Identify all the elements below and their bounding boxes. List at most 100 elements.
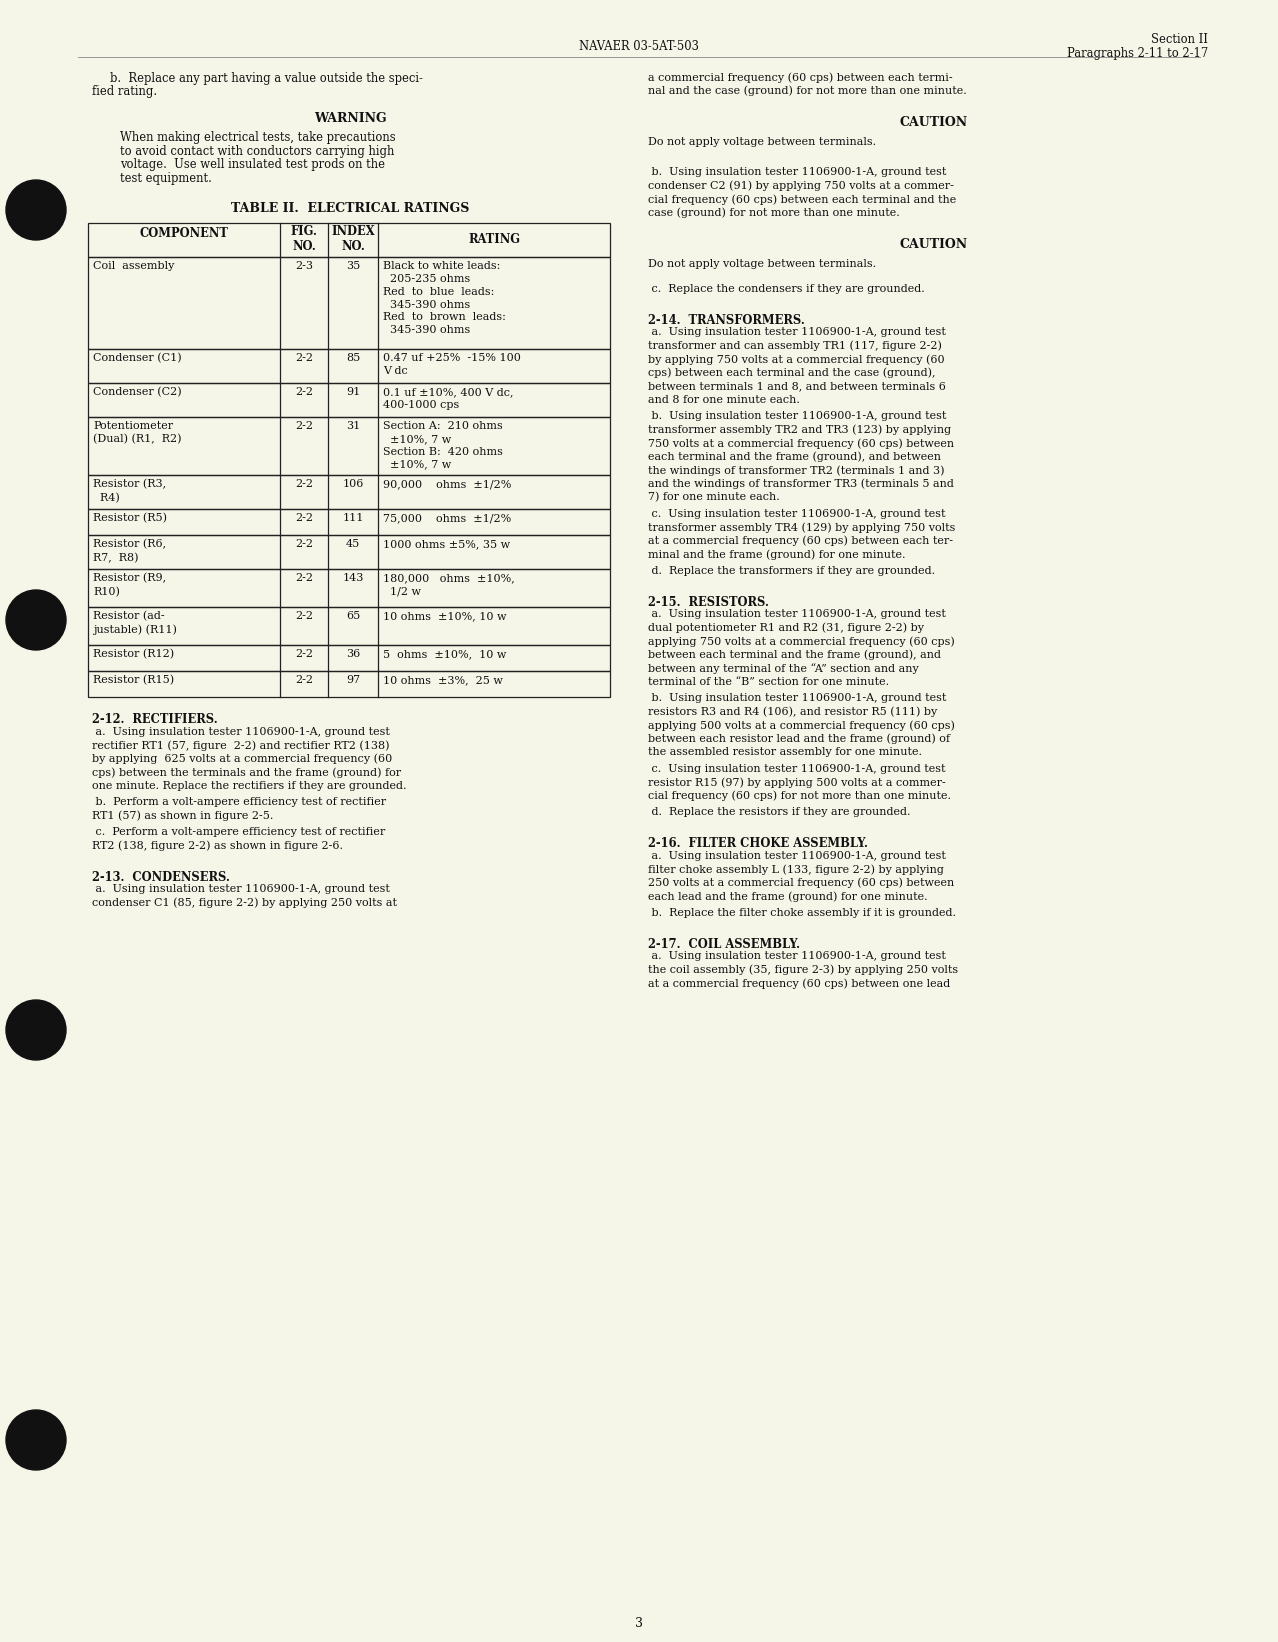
Text: 2-15.  RESISTORS.: 2-15. RESISTORS. [648,596,769,609]
Text: a.  Using insulation tester 1106900-1-A, ground test: a. Using insulation tester 1106900-1-A, … [648,951,946,961]
Text: 2-2: 2-2 [295,422,313,432]
Text: Do not apply voltage between terminals.: Do not apply voltage between terminals. [648,259,877,269]
Text: applying 500 volts at a commercial frequency (60 cps): applying 500 volts at a commercial frequ… [648,721,955,731]
Text: transformer assembly TR4 (129) by applying 750 volts: transformer assembly TR4 (129) by applyi… [648,522,956,534]
Text: 7) for one minute each.: 7) for one minute each. [648,493,780,502]
Text: 31: 31 [346,422,360,432]
Circle shape [6,181,66,240]
Text: between each resistor lead and the frame (ground) of: between each resistor lead and the frame… [648,734,950,744]
Text: a.  Using insulation tester 1106900-1-A, ground test: a. Using insulation tester 1106900-1-A, … [648,327,946,337]
Bar [88,223,610,258]
Text: 1000 ohms ±5%, 35 w: 1000 ohms ±5%, 35 w [383,539,510,548]
Text: transformer and can assembly TR1 (117, figure 2-2): transformer and can assembly TR1 (117, f… [648,342,942,351]
Text: Do not apply voltage between terminals.: Do not apply voltage between terminals. [648,136,877,148]
Text: resistor R15 (97) by applying 500 volts at a commer-: resistor R15 (97) by applying 500 volts … [648,777,946,788]
Circle shape [6,1410,66,1470]
Text: Potentiometer
(Dual) (R1,  R2): Potentiometer (Dual) (R1, R2) [93,422,181,445]
Text: CAUTION: CAUTION [900,115,967,128]
Text: 75,000    ohms  ±1/2%: 75,000 ohms ±1/2% [383,514,511,524]
Text: Paragraphs 2-11 to 2-17: Paragraphs 2-11 to 2-17 [1067,48,1208,61]
Text: 2-2: 2-2 [295,539,313,548]
Text: a.  Using insulation tester 1106900-1-A, ground test: a. Using insulation tester 1106900-1-A, … [92,727,390,737]
Text: a.  Using insulation tester 1106900-1-A, ground test: a. Using insulation tester 1106900-1-A, … [648,851,946,860]
Text: Section II: Section II [1151,33,1208,46]
Text: b.  Replace the filter choke assembly if it is grounded.: b. Replace the filter choke assembly if … [648,908,956,918]
Text: condenser C2 (91) by applying 750 volts at a commer-: condenser C2 (91) by applying 750 volts … [648,181,953,190]
Bar [88,535,610,570]
Text: one minute. Replace the rectifiers if they are grounded.: one minute. Replace the rectifiers if th… [92,780,406,791]
Text: 2-2: 2-2 [295,479,313,489]
Text: cps) between the terminals and the frame (ground) for: cps) between the terminals and the frame… [92,767,401,778]
Text: CAUTION: CAUTION [900,238,967,251]
Bar [88,509,610,535]
Text: 3: 3 [635,1617,643,1631]
Text: Section A:  210 ohms
  ±10%, 7 w
Section B:  420 ohms
  ±10%, 7 w: Section A: 210 ohms ±10%, 7 w Section B:… [383,422,502,470]
Bar [88,570,610,608]
Text: Resistor (R12): Resistor (R12) [93,649,174,660]
Text: Resistor (R6,
R7,  R8): Resistor (R6, R7, R8) [93,539,166,563]
Text: 2-12.  RECTIFIERS.: 2-12. RECTIFIERS. [92,713,217,726]
Text: 65: 65 [346,611,360,621]
Text: 111: 111 [343,514,364,524]
Text: d.  Replace the resistors if they are grounded.: d. Replace the resistors if they are gro… [648,808,910,818]
Text: 2-14.  TRANSFORMERS.: 2-14. TRANSFORMERS. [648,314,805,327]
Text: INDEX
NO.: INDEX NO. [331,225,374,253]
Text: each terminal and the frame (ground), and between: each terminal and the frame (ground), an… [648,452,941,463]
Text: 91: 91 [346,388,360,397]
Text: 180,000   ohms  ±10%,
  1/2 w: 180,000 ohms ±10%, 1/2 w [383,573,515,596]
Text: a.  Using insulation tester 1106900-1-A, ground test: a. Using insulation tester 1106900-1-A, … [92,883,390,895]
Text: 85: 85 [346,353,360,363]
Text: b.  Replace any part having a value outside the speci-: b. Replace any part having a value outsi… [110,72,423,85]
Bar [88,608,610,645]
Text: 2-2: 2-2 [295,573,313,583]
Text: resistors R3 and R4 (106), and resistor R5 (111) by: resistors R3 and R4 (106), and resistor … [648,706,937,718]
Text: case (ground) for not more than one minute.: case (ground) for not more than one minu… [648,207,900,218]
Text: by applying 750 volts at a commercial frequency (60: by applying 750 volts at a commercial fr… [648,355,944,365]
Bar [88,645,610,672]
Text: condenser C1 (85, figure 2-2) by applying 250 volts at: condenser C1 (85, figure 2-2) by applyin… [92,898,397,908]
Bar [88,672,610,698]
Text: b.  Using insulation tester 1106900-1-A, ground test: b. Using insulation tester 1106900-1-A, … [648,693,947,703]
Text: the coil assembly (35, figure 2-3) by applying 250 volts: the coil assembly (35, figure 2-3) by ap… [648,965,958,975]
Text: Resistor (ad-
justable) (R11): Resistor (ad- justable) (R11) [93,611,176,635]
Text: c.  Replace the condensers if they are grounded.: c. Replace the condensers if they are gr… [648,284,925,294]
Text: 97: 97 [346,675,360,685]
Text: 250 volts at a commercial frequency (60 cps) between: 250 volts at a commercial frequency (60 … [648,878,955,888]
Text: 2-13.  CONDENSERS.: 2-13. CONDENSERS. [92,870,230,883]
Text: between any terminal of the “A” section and any: between any terminal of the “A” section … [648,663,919,675]
Text: RATING: RATING [468,233,520,246]
Text: nal and the case (ground) for not more than one minute.: nal and the case (ground) for not more t… [648,85,966,97]
Text: between terminals 1 and 8, and between terminals 6: between terminals 1 and 8, and between t… [648,381,946,391]
Text: to avoid contact with conductors carrying high: to avoid contact with conductors carryin… [120,144,395,158]
Text: cps) between each terminal and the case (ground),: cps) between each terminal and the case … [648,368,935,378]
Text: 5  ohms  ±10%,  10 w: 5 ohms ±10%, 10 w [383,649,506,658]
Bar [88,258,610,350]
Text: c.  Using insulation tester 1106900-1-A, ground test: c. Using insulation tester 1106900-1-A, … [648,764,946,773]
Text: NAVAER 03-5AT-503: NAVAER 03-5AT-503 [579,39,699,53]
Text: Coil  assembly: Coil assembly [93,261,174,271]
Text: rectifier RT1 (57, figure  2-2) and rectifier RT2 (138): rectifier RT1 (57, figure 2-2) and recti… [92,741,390,750]
Text: transformer assembly TR2 and TR3 (123) by applying: transformer assembly TR2 and TR3 (123) b… [648,425,951,435]
Text: the assembled resistor assembly for one minute.: the assembled resistor assembly for one … [648,747,921,757]
Text: RT2 (138, figure 2-2) as shown in figure 2-6.: RT2 (138, figure 2-2) as shown in figure… [92,841,343,851]
Text: 2-2: 2-2 [295,649,313,658]
Text: minal and the frame (ground) for one minute.: minal and the frame (ground) for one min… [648,550,906,560]
Text: 36: 36 [346,649,360,658]
Text: 2-2: 2-2 [295,514,313,524]
Text: When making electrical tests, take precautions: When making electrical tests, take preca… [120,131,396,144]
Text: 10 ohms  ±3%,  25 w: 10 ohms ±3%, 25 w [383,675,502,685]
Text: 2-2: 2-2 [295,675,313,685]
Text: 2-17.  COIL ASSEMBLY.: 2-17. COIL ASSEMBLY. [648,938,800,951]
Text: b.  Perform a volt-ampere efficiency test of rectifier: b. Perform a volt-ampere efficiency test… [92,798,386,808]
Text: 0.47 uf +25%  -15% 100
V dc: 0.47 uf +25% -15% 100 V dc [383,353,521,376]
Text: Resistor (R5): Resistor (R5) [93,514,167,524]
Text: 90,000    ohms  ±1/2%: 90,000 ohms ±1/2% [383,479,511,489]
Text: 2-2: 2-2 [295,388,313,397]
Text: 45: 45 [346,539,360,548]
Text: terminal of the “B” section for one minute.: terminal of the “B” section for one minu… [648,677,889,686]
Text: Condenser (C2): Condenser (C2) [93,388,181,397]
Text: at a commercial frequency (60 cps) between one lead: at a commercial frequency (60 cps) betwe… [648,979,951,988]
Text: 143: 143 [343,573,364,583]
Text: Resistor (R9,
R10): Resistor (R9, R10) [93,573,166,596]
Text: d.  Replace the transformers if they are grounded.: d. Replace the transformers if they are … [648,566,935,576]
